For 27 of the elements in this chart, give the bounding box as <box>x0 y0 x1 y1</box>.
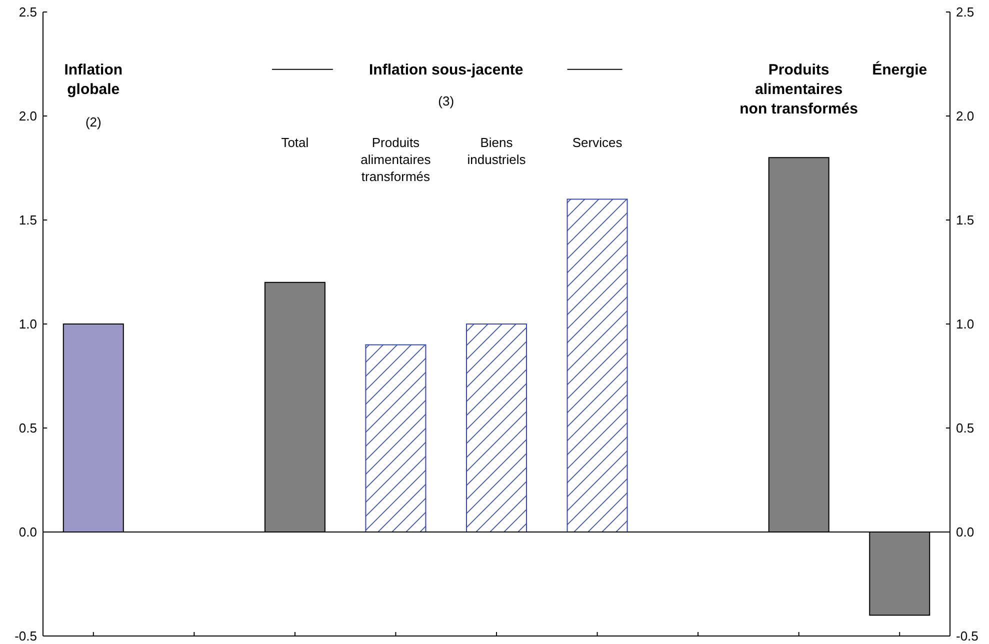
y2-tick-label: 1.0 <box>956 316 974 332</box>
x-tick-label: Total <box>281 135 309 150</box>
annotation: Inflation sous-jacente <box>369 61 524 78</box>
y-tick-label: -0.5 <box>14 628 37 644</box>
y2-tick-label: 2.0 <box>956 108 974 124</box>
bar <box>466 324 527 532</box>
y2-tick-label: 0.0 <box>956 524 974 540</box>
y-tick-label: 0.0 <box>18 524 37 540</box>
x-tick-label: Biens industriels <box>467 135 526 168</box>
y-tick-label: 2.0 <box>18 108 37 124</box>
y2-tick-label: 2.5 <box>956 4 974 20</box>
x-tick-label: Inflation globale <box>64 61 123 98</box>
y-tick-label: 1.5 <box>18 212 37 228</box>
x-tick-label: Produits alimentaires non transformés <box>740 61 858 118</box>
y2-tick-label: 0.5 <box>956 420 974 436</box>
y-tick-label: 1.0 <box>18 316 37 332</box>
y2-tick-label: 1.5 <box>956 212 974 228</box>
bar <box>365 344 426 532</box>
annotation: (2) <box>85 114 102 130</box>
bar <box>566 198 628 532</box>
x-tick-label: Services <box>572 135 623 150</box>
annotation: (3) <box>438 94 454 109</box>
y-tick-label: 0.5 <box>18 420 37 436</box>
x-tick-label: Énergie <box>872 60 928 78</box>
y2-tick-label: -0.5 <box>956 628 978 644</box>
y-tick-label: 2.5 <box>18 4 37 20</box>
x-tick-label: Produits alimentaires transformés <box>360 135 432 184</box>
